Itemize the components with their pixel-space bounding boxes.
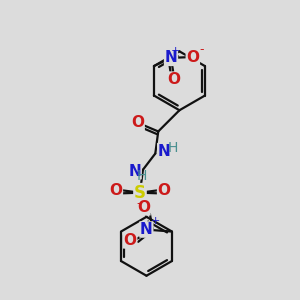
Text: N: N: [165, 50, 177, 65]
Text: O: O: [167, 72, 180, 87]
Text: S: S: [134, 184, 146, 202]
Text: O: O: [109, 183, 122, 198]
Text: N: N: [140, 222, 153, 237]
Text: +: +: [171, 46, 180, 56]
Text: +: +: [151, 216, 160, 226]
Text: O: O: [137, 200, 150, 215]
Text: O: O: [124, 233, 137, 248]
Text: -: -: [199, 43, 204, 56]
Text: N: N: [128, 164, 141, 179]
Text: O: O: [131, 115, 144, 130]
Text: H: H: [137, 169, 147, 183]
Text: H: H: [168, 141, 178, 155]
Text: N: N: [158, 144, 170, 159]
Text: -: -: [136, 197, 140, 210]
Text: O: O: [186, 50, 199, 65]
Text: O: O: [158, 183, 171, 198]
